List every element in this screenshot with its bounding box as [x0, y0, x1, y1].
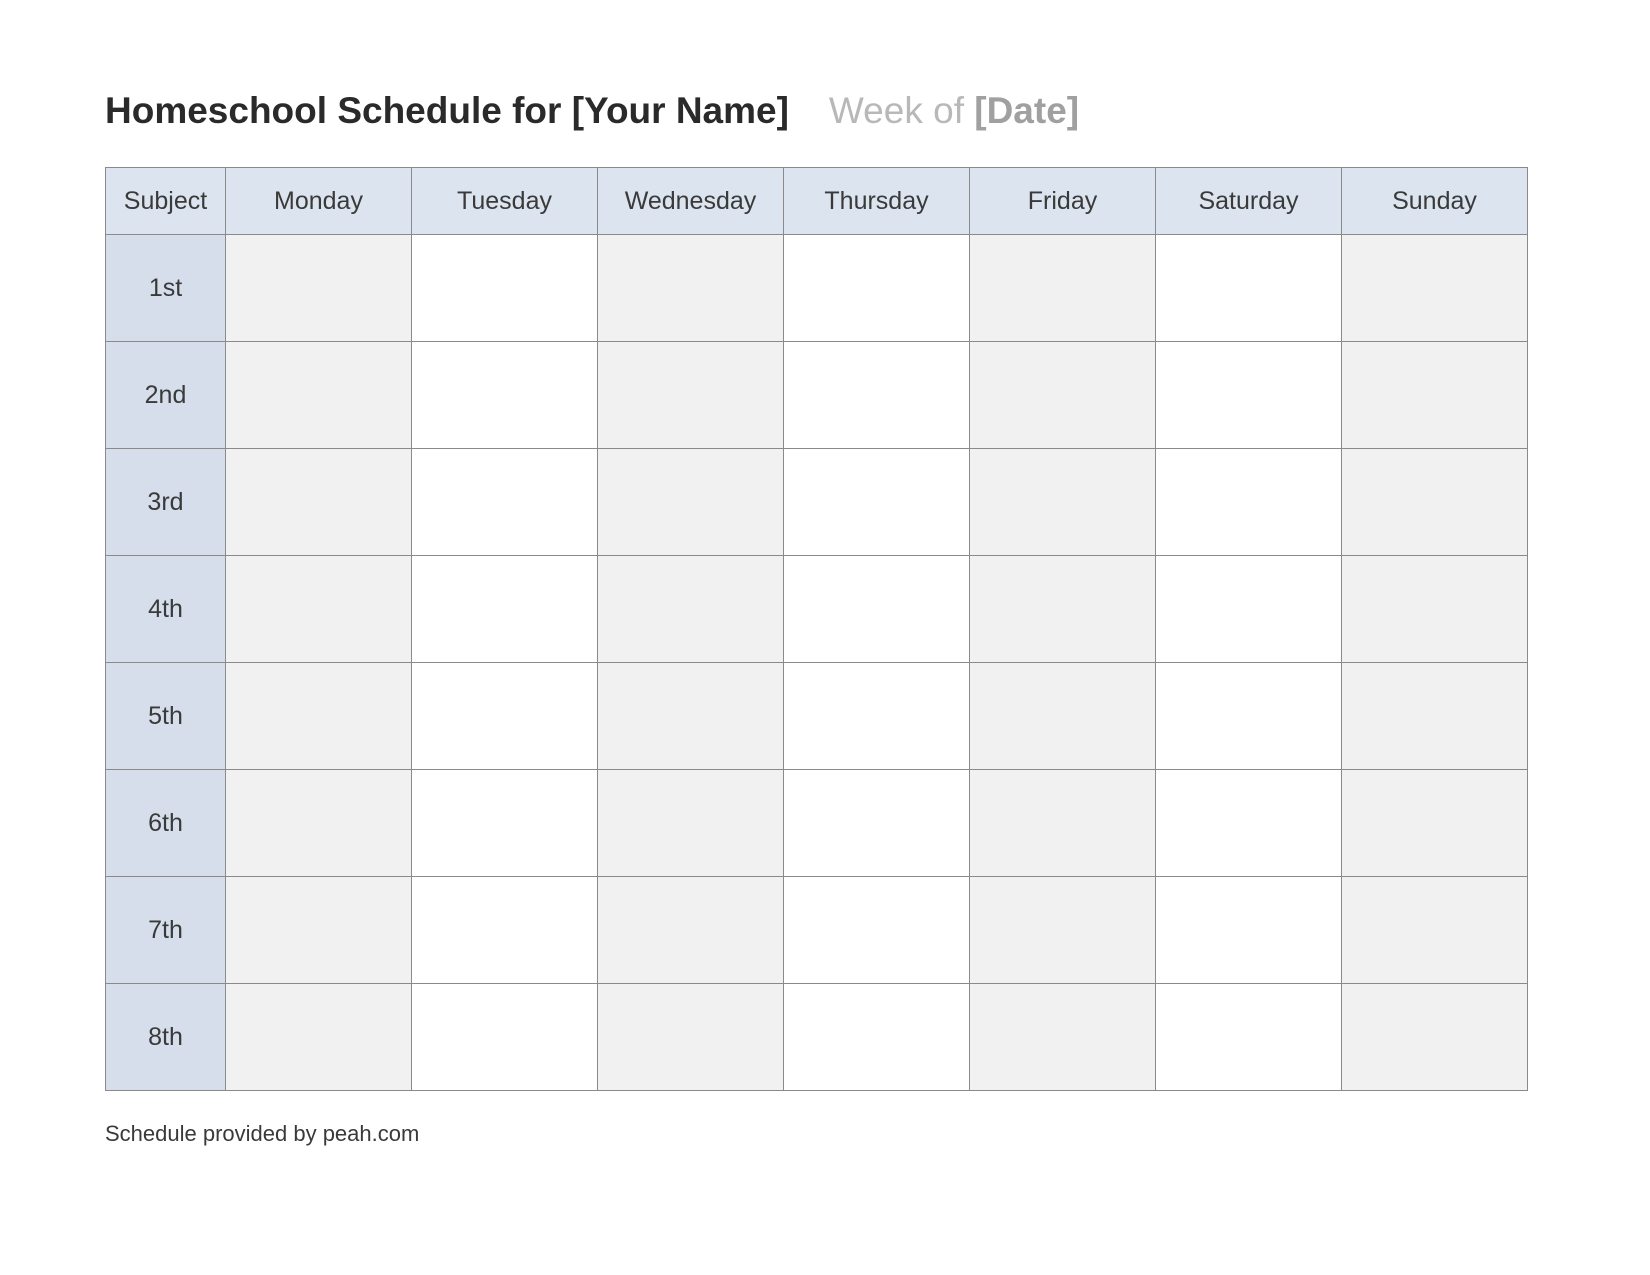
schedule-cell[interactable] [598, 342, 784, 449]
schedule-table: SubjectMondayTuesdayWednesdayThursdayFri… [105, 167, 1528, 1091]
schedule-cell[interactable] [1156, 770, 1342, 877]
day-header: Sunday [1342, 168, 1528, 235]
schedule-cell[interactable] [412, 984, 598, 1091]
schedule-cell[interactable] [1156, 342, 1342, 449]
day-header: Monday [226, 168, 412, 235]
schedule-cell[interactable] [970, 342, 1156, 449]
schedule-cell[interactable] [784, 770, 970, 877]
table-row: 2nd [106, 342, 1528, 449]
period-header: 6th [106, 770, 226, 877]
schedule-cell[interactable] [412, 770, 598, 877]
schedule-cell[interactable] [784, 449, 970, 556]
day-header: Tuesday [412, 168, 598, 235]
period-header: 2nd [106, 342, 226, 449]
schedule-cell[interactable] [784, 663, 970, 770]
schedule-cell[interactable] [970, 235, 1156, 342]
day-header: Wednesday [598, 168, 784, 235]
table-row: 6th [106, 770, 1528, 877]
schedule-cell[interactable] [226, 235, 412, 342]
schedule-cell[interactable] [598, 556, 784, 663]
schedule-cell[interactable] [784, 235, 970, 342]
table-head: SubjectMondayTuesdayWednesdayThursdayFri… [106, 168, 1528, 235]
schedule-cell[interactable] [226, 663, 412, 770]
schedule-cell[interactable] [412, 342, 598, 449]
schedule-cell[interactable] [1156, 877, 1342, 984]
header-row: SubjectMondayTuesdayWednesdayThursdayFri… [106, 168, 1528, 235]
day-header: Friday [970, 168, 1156, 235]
schedule-cell[interactable] [226, 342, 412, 449]
schedule-cell[interactable] [598, 770, 784, 877]
schedule-cell[interactable] [1342, 984, 1528, 1091]
schedule-cell[interactable] [1156, 235, 1342, 342]
schedule-cell[interactable] [784, 877, 970, 984]
schedule-cell[interactable] [1156, 556, 1342, 663]
table-body: 1st2nd3rd4th5th6th7th8th [106, 235, 1528, 1091]
page-title: Homeschool Schedule for [Your Name] [105, 90, 789, 132]
period-header: 1st [106, 235, 226, 342]
schedule-cell[interactable] [412, 449, 598, 556]
schedule-cell[interactable] [1342, 449, 1528, 556]
schedule-cell[interactable] [1342, 770, 1528, 877]
schedule-cell[interactable] [1156, 663, 1342, 770]
table-row: 5th [106, 663, 1528, 770]
period-header: 4th [106, 556, 226, 663]
schedule-cell[interactable] [970, 556, 1156, 663]
table-row: 1st [106, 235, 1528, 342]
schedule-cell[interactable] [226, 556, 412, 663]
table-row: 7th [106, 877, 1528, 984]
schedule-cell[interactable] [598, 877, 784, 984]
schedule-cell[interactable] [970, 663, 1156, 770]
table-row: 3rd [106, 449, 1528, 556]
day-header: Saturday [1156, 168, 1342, 235]
title-row: Homeschool Schedule for [Your Name] Week… [105, 90, 1545, 132]
schedule-cell[interactable] [784, 984, 970, 1091]
week-date: [Date] [974, 90, 1079, 131]
week-prefix: Week of [829, 90, 974, 131]
schedule-cell[interactable] [226, 877, 412, 984]
schedule-cell[interactable] [412, 663, 598, 770]
schedule-cell[interactable] [226, 449, 412, 556]
period-header: 7th [106, 877, 226, 984]
schedule-cell[interactable] [970, 449, 1156, 556]
day-header: Thursday [784, 168, 970, 235]
schedule-cell[interactable] [226, 770, 412, 877]
footer-text: Schedule provided by peah.com [105, 1121, 1545, 1147]
week-label: Week of [Date] [829, 90, 1079, 132]
schedule-cell[interactable] [1342, 342, 1528, 449]
schedule-cell[interactable] [1342, 877, 1528, 984]
schedule-cell[interactable] [598, 984, 784, 1091]
schedule-cell[interactable] [598, 449, 784, 556]
table-row: 8th [106, 984, 1528, 1091]
schedule-cell[interactable] [1342, 556, 1528, 663]
schedule-cell[interactable] [1156, 984, 1342, 1091]
subject-header: Subject [106, 168, 226, 235]
schedule-cell[interactable] [412, 556, 598, 663]
schedule-cell[interactable] [1342, 663, 1528, 770]
schedule-cell[interactable] [412, 877, 598, 984]
period-header: 5th [106, 663, 226, 770]
period-header: 8th [106, 984, 226, 1091]
schedule-cell[interactable] [970, 984, 1156, 1091]
schedule-cell[interactable] [970, 877, 1156, 984]
schedule-cell[interactable] [598, 235, 784, 342]
schedule-cell[interactable] [412, 235, 598, 342]
schedule-cell[interactable] [784, 342, 970, 449]
schedule-cell[interactable] [226, 984, 412, 1091]
schedule-cell[interactable] [1342, 235, 1528, 342]
period-header: 3rd [106, 449, 226, 556]
schedule-cell[interactable] [1156, 449, 1342, 556]
table-row: 4th [106, 556, 1528, 663]
schedule-cell[interactable] [784, 556, 970, 663]
schedule-cell[interactable] [598, 663, 784, 770]
schedule-cell[interactable] [970, 770, 1156, 877]
